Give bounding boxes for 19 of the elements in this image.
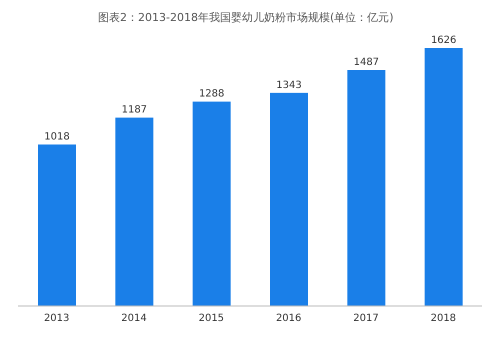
x-tick-label: 2016 <box>276 313 302 324</box>
bar <box>192 102 231 306</box>
data-label: 1343 <box>276 80 302 91</box>
x-tick-label: 2015 <box>198 313 224 324</box>
data-label: 1487 <box>354 57 380 68</box>
bar <box>270 92 308 306</box>
chart-title: 图表2：2013-2018年我国婴幼儿奶粉市场规模(单位：亿元) <box>98 10 394 25</box>
bar <box>38 144 76 306</box>
x-tick-label: 2013 <box>44 313 70 324</box>
data-label: 1288 <box>198 88 224 100</box>
data-label: 1018 <box>44 131 70 142</box>
data-label: 1626 <box>430 35 456 46</box>
x-tick-label: 2017 <box>353 313 379 324</box>
x-tick-label: 2014 <box>121 313 147 324</box>
data-label: 1187 <box>122 104 148 116</box>
bar <box>115 118 154 306</box>
bar <box>347 70 386 306</box>
bar <box>424 48 463 306</box>
x-tick-label: 2018 <box>430 313 456 324</box>
